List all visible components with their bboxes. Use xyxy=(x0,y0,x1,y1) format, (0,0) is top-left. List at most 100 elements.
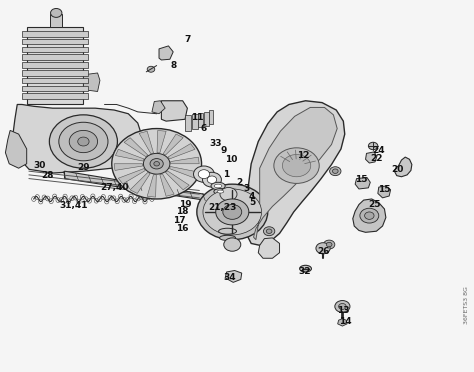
Circle shape xyxy=(223,205,242,219)
Text: 7: 7 xyxy=(184,35,191,44)
Circle shape xyxy=(365,212,374,219)
Text: 8: 8 xyxy=(170,61,176,70)
Polygon shape xyxy=(355,177,370,189)
Circle shape xyxy=(147,66,155,72)
Text: 14: 14 xyxy=(339,317,352,326)
Circle shape xyxy=(326,242,332,247)
Polygon shape xyxy=(192,114,198,129)
Text: 22: 22 xyxy=(371,154,383,163)
Ellipse shape xyxy=(211,182,225,190)
Text: 16: 16 xyxy=(176,224,189,233)
Polygon shape xyxy=(118,169,146,184)
Circle shape xyxy=(220,187,237,201)
Circle shape xyxy=(323,240,335,249)
Circle shape xyxy=(264,227,275,235)
Circle shape xyxy=(78,137,89,146)
Polygon shape xyxy=(130,173,150,193)
Polygon shape xyxy=(27,27,83,105)
Text: 30: 30 xyxy=(33,161,46,170)
Polygon shape xyxy=(64,171,204,200)
Polygon shape xyxy=(160,174,174,196)
Polygon shape xyxy=(353,199,386,232)
Text: 19: 19 xyxy=(179,200,191,209)
Circle shape xyxy=(112,129,201,199)
Circle shape xyxy=(49,115,118,168)
Polygon shape xyxy=(171,157,199,164)
Circle shape xyxy=(69,131,98,153)
Text: 4: 4 xyxy=(249,192,255,201)
Polygon shape xyxy=(159,46,173,60)
Ellipse shape xyxy=(219,235,236,240)
Circle shape xyxy=(216,199,249,225)
Text: 11: 11 xyxy=(191,113,203,122)
Polygon shape xyxy=(22,62,88,68)
Ellipse shape xyxy=(300,265,311,272)
Polygon shape xyxy=(22,70,88,76)
Polygon shape xyxy=(83,73,100,92)
Text: 5: 5 xyxy=(249,198,255,207)
Circle shape xyxy=(59,122,108,161)
Circle shape xyxy=(266,229,272,234)
Ellipse shape xyxy=(219,228,237,234)
Polygon shape xyxy=(337,319,347,326)
Circle shape xyxy=(150,158,163,169)
Polygon shape xyxy=(185,115,191,131)
Text: 27,40: 27,40 xyxy=(100,183,128,192)
Text: 15: 15 xyxy=(378,185,391,194)
Text: 3: 3 xyxy=(243,185,250,193)
Text: 18: 18 xyxy=(176,208,189,217)
Circle shape xyxy=(338,304,346,310)
Polygon shape xyxy=(246,101,345,245)
Ellipse shape xyxy=(214,184,222,188)
Polygon shape xyxy=(22,46,88,52)
Text: 24: 24 xyxy=(373,146,385,155)
Circle shape xyxy=(283,154,311,177)
Polygon shape xyxy=(157,131,166,153)
Polygon shape xyxy=(204,112,209,126)
Text: 31,41: 31,41 xyxy=(60,201,88,210)
Polygon shape xyxy=(163,134,183,155)
Text: 21,23: 21,23 xyxy=(209,203,237,212)
Polygon shape xyxy=(12,105,143,173)
Circle shape xyxy=(51,9,62,17)
Ellipse shape xyxy=(214,189,227,195)
Polygon shape xyxy=(147,174,156,197)
Circle shape xyxy=(193,166,214,182)
Polygon shape xyxy=(116,149,144,161)
Polygon shape xyxy=(114,164,143,170)
Polygon shape xyxy=(258,238,280,258)
Polygon shape xyxy=(22,93,88,99)
Polygon shape xyxy=(50,14,62,27)
Polygon shape xyxy=(139,131,154,154)
Circle shape xyxy=(154,161,159,166)
Polygon shape xyxy=(152,101,165,114)
Polygon shape xyxy=(5,131,27,168)
Circle shape xyxy=(144,153,170,174)
Polygon shape xyxy=(209,110,213,124)
Polygon shape xyxy=(225,270,242,282)
Circle shape xyxy=(329,167,341,176)
Circle shape xyxy=(332,169,338,173)
Polygon shape xyxy=(254,108,337,240)
Polygon shape xyxy=(169,167,198,178)
Polygon shape xyxy=(165,171,189,190)
Text: 13: 13 xyxy=(337,306,349,315)
Text: 15: 15 xyxy=(355,175,367,184)
Text: 33: 33 xyxy=(210,139,222,148)
Polygon shape xyxy=(22,78,88,83)
Polygon shape xyxy=(161,101,187,121)
Circle shape xyxy=(335,301,350,312)
Circle shape xyxy=(197,184,268,240)
Polygon shape xyxy=(168,144,195,159)
Text: 12: 12 xyxy=(297,151,310,160)
Polygon shape xyxy=(22,54,88,60)
Circle shape xyxy=(203,189,262,235)
Ellipse shape xyxy=(217,190,224,193)
Text: 20: 20 xyxy=(392,165,404,174)
Text: 34: 34 xyxy=(224,273,236,282)
Circle shape xyxy=(368,142,378,150)
Text: 2: 2 xyxy=(236,178,242,187)
Polygon shape xyxy=(378,186,391,198)
Text: 17: 17 xyxy=(173,216,186,225)
Text: 32: 32 xyxy=(298,267,311,276)
